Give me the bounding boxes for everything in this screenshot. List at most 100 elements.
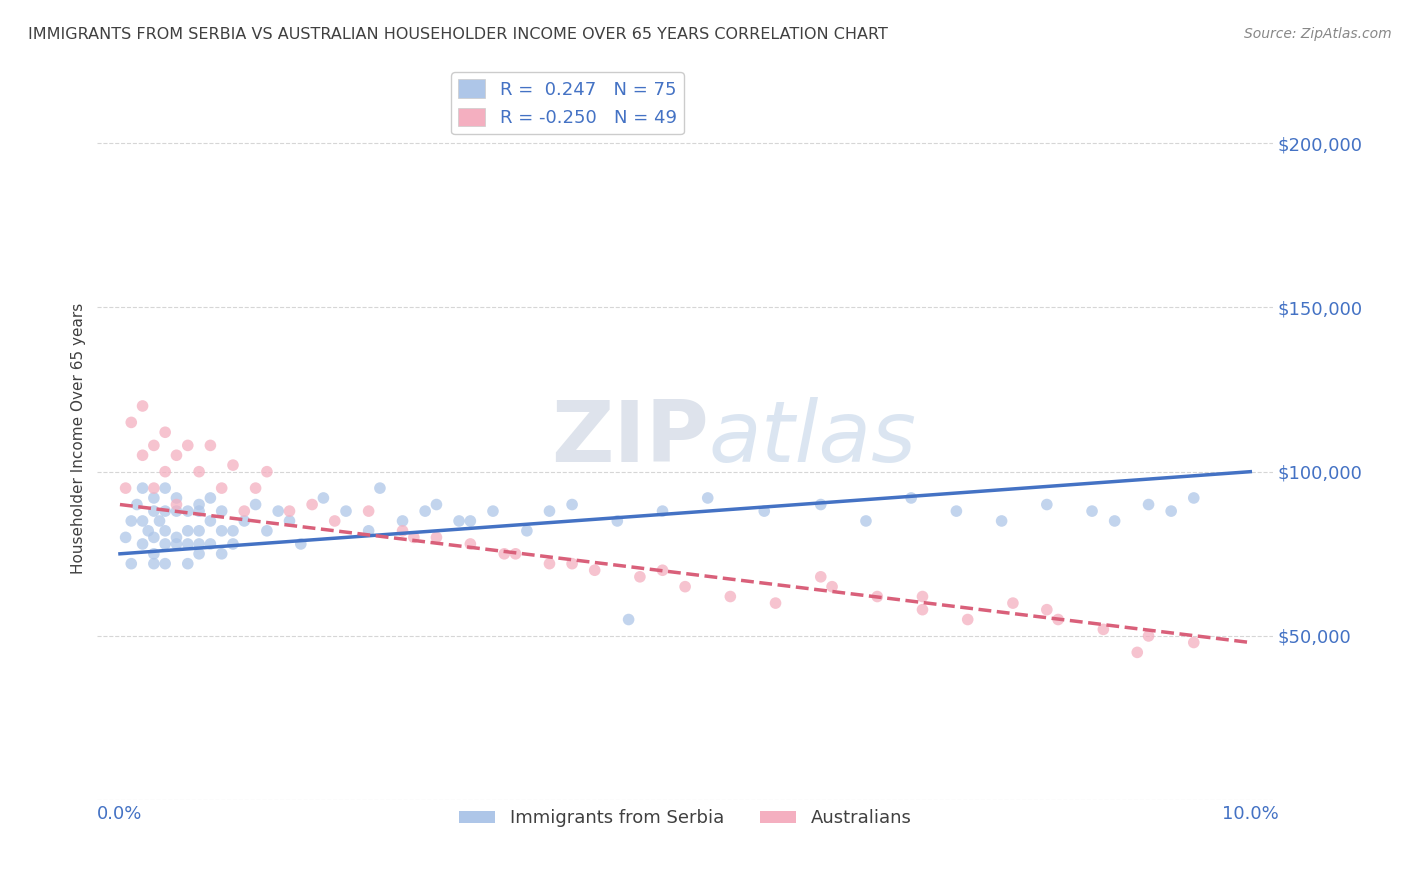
Point <box>460 514 482 528</box>
Point <box>494 547 516 561</box>
Point <box>256 524 278 538</box>
Point <box>245 498 267 512</box>
Point <box>166 491 188 505</box>
Point <box>131 448 153 462</box>
Point <box>765 596 787 610</box>
Point <box>166 448 188 462</box>
Point <box>114 530 136 544</box>
Point <box>245 481 267 495</box>
Point <box>222 458 245 472</box>
Point <box>810 570 832 584</box>
Point <box>233 504 256 518</box>
Point <box>945 504 967 518</box>
Point <box>153 504 176 518</box>
Point <box>1137 629 1160 643</box>
Point <box>188 537 211 551</box>
Point <box>810 498 832 512</box>
Point <box>368 481 391 495</box>
Point <box>866 590 889 604</box>
Point <box>538 557 561 571</box>
Point <box>505 547 527 561</box>
Point <box>120 416 142 430</box>
Point <box>911 602 934 616</box>
Point <box>177 537 200 551</box>
Legend: Immigrants from Serbia, Australians: Immigrants from Serbia, Australians <box>451 802 918 835</box>
Point <box>447 514 470 528</box>
Point <box>120 514 142 528</box>
Point <box>200 537 222 551</box>
Point <box>188 465 211 479</box>
Point <box>153 425 176 440</box>
Point <box>120 557 142 571</box>
Point <box>391 514 413 528</box>
Point <box>142 557 165 571</box>
Point <box>177 524 200 538</box>
Point <box>222 524 245 538</box>
Point <box>335 504 357 518</box>
Point <box>200 491 222 505</box>
Point <box>142 438 165 452</box>
Point <box>1160 504 1182 518</box>
Point <box>188 524 211 538</box>
Point <box>718 590 741 604</box>
Point <box>1137 498 1160 512</box>
Point <box>166 537 188 551</box>
Point <box>561 498 583 512</box>
Point <box>131 399 153 413</box>
Point <box>278 504 301 518</box>
Point <box>425 530 447 544</box>
Point <box>153 524 176 538</box>
Text: IMMIGRANTS FROM SERBIA VS AUSTRALIAN HOUSEHOLDER INCOME OVER 65 YEARS CORRELATIO: IMMIGRANTS FROM SERBIA VS AUSTRALIAN HOU… <box>28 27 889 42</box>
Point <box>114 481 136 495</box>
Point <box>125 498 148 512</box>
Point <box>357 524 380 538</box>
Point <box>142 491 165 505</box>
Point <box>538 504 561 518</box>
Point <box>177 438 200 452</box>
Point <box>131 514 153 528</box>
Point <box>673 580 696 594</box>
Point <box>166 498 188 512</box>
Point <box>413 504 436 518</box>
Point <box>142 547 165 561</box>
Point <box>911 590 934 604</box>
Point <box>142 481 165 495</box>
Point <box>136 524 159 538</box>
Point <box>583 563 606 577</box>
Point <box>391 524 413 538</box>
Point <box>211 504 233 518</box>
Point <box>188 504 211 518</box>
Point <box>211 524 233 538</box>
Point <box>200 438 222 452</box>
Text: ZIP: ZIP <box>551 397 709 480</box>
Point <box>301 498 323 512</box>
Point <box>651 504 673 518</box>
Point <box>1081 504 1104 518</box>
Point <box>188 498 211 512</box>
Point <box>1001 596 1024 610</box>
Point <box>1036 498 1059 512</box>
Point <box>142 504 165 518</box>
Point <box>1182 491 1205 505</box>
Point <box>1047 613 1070 627</box>
Point <box>1126 645 1149 659</box>
Point <box>153 481 176 495</box>
Point <box>628 570 651 584</box>
Point <box>1092 623 1115 637</box>
Point <box>561 557 583 571</box>
Text: atlas: atlas <box>709 397 917 480</box>
Point <box>606 514 628 528</box>
Y-axis label: Householder Income Over 65 years: Householder Income Over 65 years <box>72 303 86 574</box>
Point <box>425 498 447 512</box>
Point <box>233 514 256 528</box>
Point <box>460 537 482 551</box>
Point <box>148 514 170 528</box>
Point <box>166 504 188 518</box>
Point <box>1036 602 1059 616</box>
Point <box>211 547 233 561</box>
Point <box>278 514 301 528</box>
Point <box>956 613 979 627</box>
Point <box>267 504 290 518</box>
Point <box>153 465 176 479</box>
Point <box>290 537 312 551</box>
